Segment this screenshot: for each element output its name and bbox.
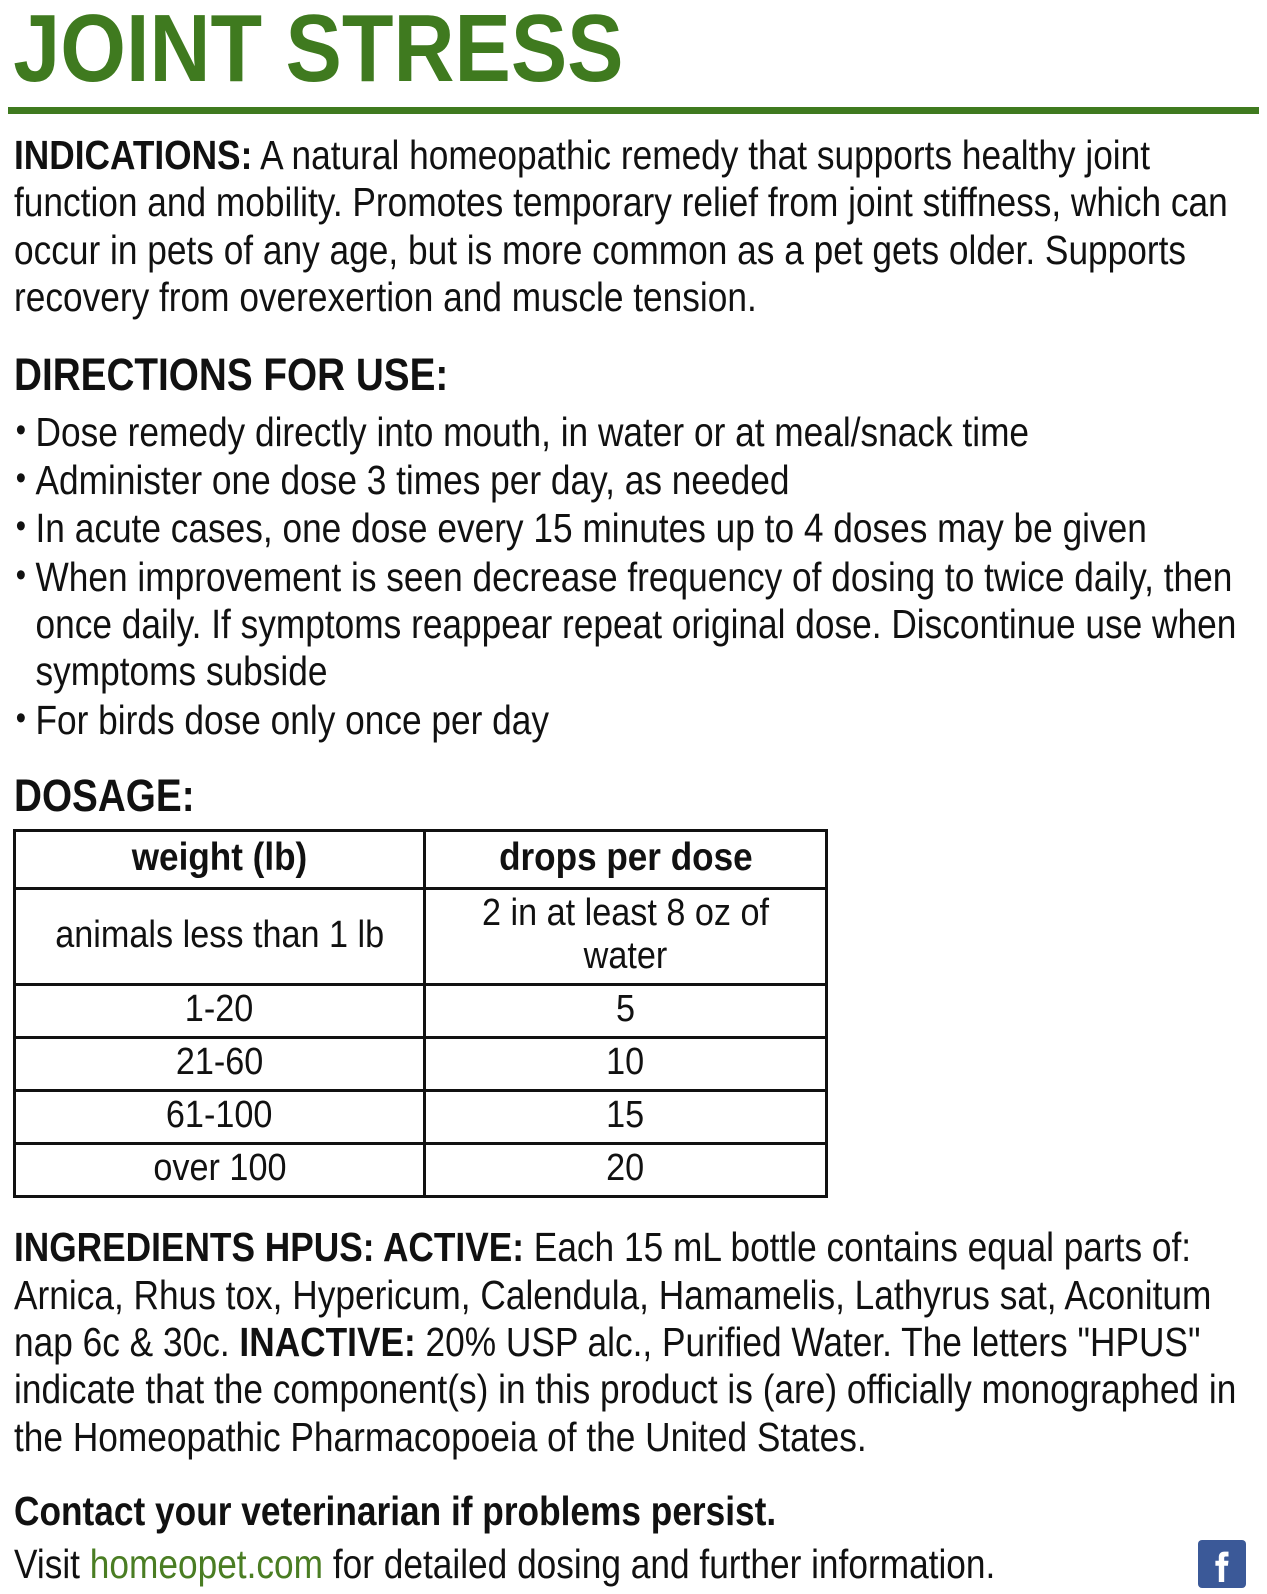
cell-drops: 20 xyxy=(423,1142,828,1199)
website-link[interactable]: homeopet.com xyxy=(89,1541,324,1588)
indications-heading: INDICATIONS: xyxy=(14,132,253,179)
table-row: animals less than 1 lb 2 in at least 8 o… xyxy=(13,887,828,987)
list-item: In acute cases, one dose every 15 minute… xyxy=(14,504,1259,552)
page-title: JOINT STRESS xyxy=(13,0,624,102)
cell-drops-label: 20 xyxy=(606,1147,645,1190)
cell-weight: 21-60 xyxy=(13,1036,426,1093)
cell-drops-label: 15 xyxy=(606,1094,645,1137)
dosage-table: weight (lb) drops per dose animals less … xyxy=(13,829,828,1199)
cell-drops-label: 10 xyxy=(606,1041,645,1084)
table-row: 1-20 5 xyxy=(13,983,828,1040)
ingredients-section: INGREDIENTS HPUS: ACTIVE: Each 15 mL bot… xyxy=(8,1224,1259,1461)
table-row: 21-60 10 xyxy=(13,1036,828,1093)
title-block: JOINT STRESS xyxy=(8,0,1259,115)
title-divider xyxy=(8,107,1259,115)
cell-weight-label: 1-20 xyxy=(185,988,254,1031)
cell-weight: 61-100 xyxy=(13,1089,426,1146)
list-item: For birds dose only once per day xyxy=(14,696,1259,744)
ingredients-inactive-heading: INACTIVE: xyxy=(239,1319,416,1366)
column-header-drops: drops per dose xyxy=(423,829,828,891)
footer-section: Contact your veterinarian if problems pe… xyxy=(8,1487,1259,1589)
product-label: JOINT STRESS INDICATIONS: A natural home… xyxy=(0,0,1267,1500)
cell-drops-label: 5 xyxy=(615,988,636,1031)
table-row: 61-100 15 xyxy=(13,1089,828,1146)
ingredients-active-body: Each 15 mL bottle contains equal parts o… xyxy=(14,1224,1212,1366)
cell-weight: 1-20 xyxy=(13,983,426,1040)
cell-weight-label: animals less than 1 lb xyxy=(55,913,384,956)
directions-heading: DIRECTIONS FOR USE: xyxy=(14,349,449,401)
cell-weight-label: over 100 xyxy=(152,1147,287,1190)
cell-drops: 15 xyxy=(423,1089,828,1146)
table-header-row: weight (lb) drops per dose xyxy=(13,829,828,891)
indications-paragraph: INDICATIONS: A natural homeopathic remed… xyxy=(14,132,1259,321)
list-item: Administer one dose 3 times per day, as … xyxy=(14,456,1259,504)
cell-weight-label: 61-100 xyxy=(166,1094,273,1137)
list-item: When improvement is seen decrease freque… xyxy=(14,553,1259,696)
ingredients-active-heading: INGREDIENTS HPUS: ACTIVE: xyxy=(14,1224,525,1271)
ingredients-inactive-body: 20% USP alc., Purified Water. The letter… xyxy=(14,1319,1237,1460)
cell-drops: 2 in at least 8 oz of water xyxy=(423,887,828,987)
list-item: Dose remedy directly into mouth, in wate… xyxy=(14,408,1259,456)
cell-weight: animals less than 1 lb xyxy=(13,887,426,987)
directions-section: DIRECTIONS FOR USE: Dose remedy directly… xyxy=(8,351,1259,744)
cell-drops-label: 2 in at least 8 oz of water xyxy=(481,892,770,978)
cell-weight: over 100 xyxy=(13,1142,426,1199)
facebook-icon[interactable] xyxy=(1197,1539,1247,1589)
column-header-weight-label: weight (lb) xyxy=(131,836,308,880)
column-header-weight: weight (lb) xyxy=(13,829,426,891)
directions-list: Dose remedy directly into mouth, in wate… xyxy=(14,408,1259,744)
dosage-heading: DOSAGE: xyxy=(14,770,195,822)
contact-veterinarian-line: Contact your veterinarian if problems pe… xyxy=(14,1488,777,1535)
column-header-drops-label: drops per dose xyxy=(498,836,753,880)
dosage-section: DOSAGE: weight (lb) drops per dose anima… xyxy=(8,770,1259,1199)
visit-suffix: for detailed dosing and further informat… xyxy=(323,1541,996,1588)
indications-body: A natural homeopathic remedy that suppor… xyxy=(14,132,1228,321)
indications-section: INDICATIONS: A natural homeopathic remed… xyxy=(8,132,1259,321)
cell-weight-label: 21-60 xyxy=(175,1041,264,1084)
cell-drops: 10 xyxy=(423,1036,828,1093)
visit-prefix: Visit xyxy=(14,1541,90,1588)
cell-drops: 5 xyxy=(423,983,828,1040)
table-row: over 100 20 xyxy=(13,1142,828,1199)
visit-website-line: Visit homeopet.com for detailed dosing a… xyxy=(14,1540,1259,1588)
ingredients-paragraph: INGREDIENTS HPUS: ACTIVE: Each 15 mL bot… xyxy=(14,1224,1259,1461)
